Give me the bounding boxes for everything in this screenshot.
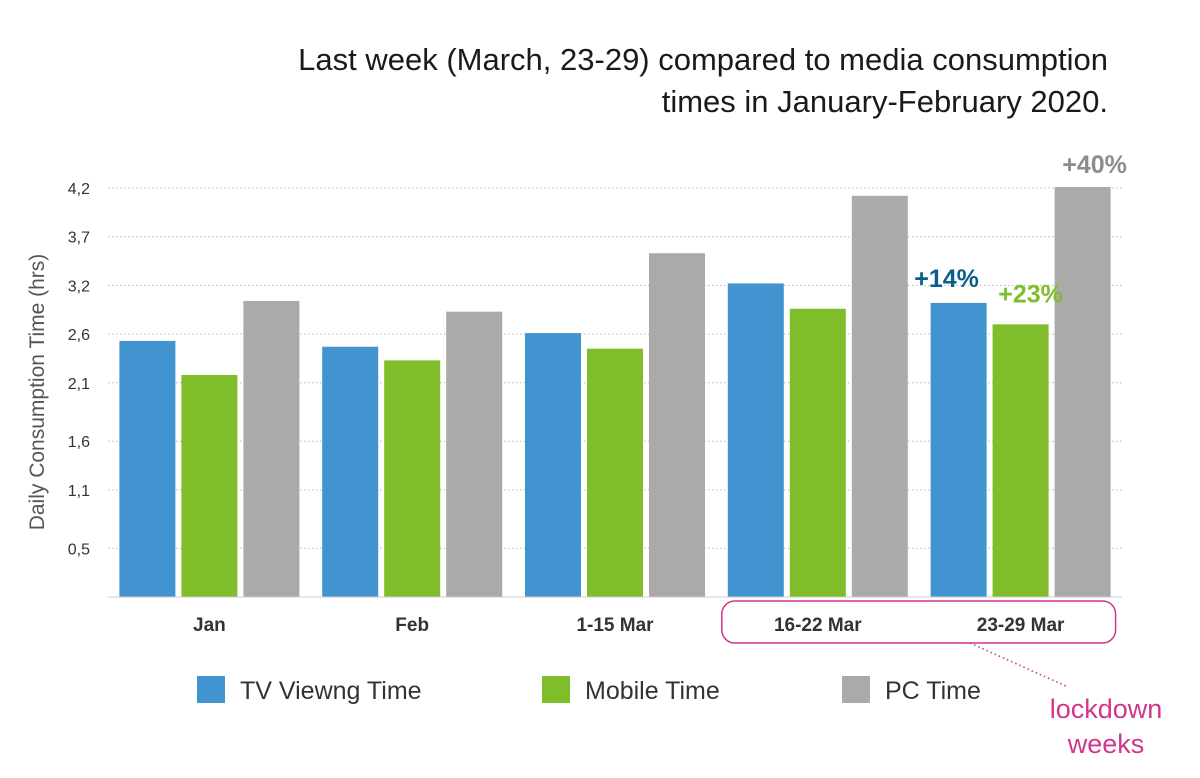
chart-title: Last week (March, 23-29) compared to med… [298, 42, 1108, 77]
data-label: +23% [998, 280, 1063, 308]
y-tick-label: 0,5 [68, 541, 90, 558]
y-tick-label: 1,6 [68, 434, 90, 451]
y-tick-label: 2,6 [68, 327, 90, 344]
bar [322, 346, 379, 597]
data-label: +14% [914, 265, 979, 293]
bar [789, 308, 846, 597]
y-tick-label: 1,1 [68, 483, 90, 500]
y-tick-label: 3,7 [68, 230, 90, 247]
bars [119, 187, 1111, 598]
x-tick-label: 16-22 Mar [774, 615, 862, 636]
highlight-box [721, 600, 1117, 644]
annotations: +14% +23% +40% [914, 151, 1127, 308]
bar [992, 324, 1049, 597]
highlight-label: lockdown [1050, 694, 1163, 724]
bar [181, 374, 238, 597]
legend-label: PC Time [885, 677, 981, 705]
legend-swatch [197, 676, 225, 703]
x-tick-label: 23-29 Mar [977, 615, 1065, 636]
y-axis: 4,2 3,7 3,2 2,6 2,1 1,6 1,1 0,5 [68, 181, 90, 558]
chart-title-line2: times in January-February 2020. [662, 84, 1108, 119]
legend-swatch [542, 676, 570, 703]
data-label: +40% [1062, 151, 1127, 179]
legend-label: TV Viewng Time [240, 677, 422, 705]
highlight-connector [969, 642, 1069, 688]
bar [384, 360, 441, 597]
bar [525, 333, 581, 597]
x-tick-label: Feb [395, 615, 429, 636]
legend-swatch [842, 676, 870, 703]
x-tick-label: Jan [193, 615, 226, 636]
legend: TV Viewng Time Mobile Time PC Time [197, 676, 981, 705]
bar [243, 300, 300, 597]
y-axis-label: Daily Consumption Time (hrs) [26, 254, 49, 531]
bar [851, 195, 908, 598]
legend-label: Mobile Time [585, 677, 720, 705]
y-tick-label: 2,1 [68, 376, 90, 393]
bar [649, 253, 705, 597]
y-tick-label: 3,2 [68, 278, 90, 295]
bar [446, 311, 503, 597]
bar [1054, 187, 1111, 597]
bar [587, 348, 643, 597]
lockdown-highlight: lockdown weeks [721, 600, 1163, 759]
x-tick-label: 1-15 Mar [576, 615, 654, 636]
x-axis: Jan Feb 1-15 Mar 16-22 Mar 23-29 Mar [193, 615, 1065, 636]
bar [119, 340, 176, 597]
y-tick-label: 4,2 [68, 181, 90, 198]
highlight-label-line2: weeks [1067, 729, 1145, 759]
bar [727, 283, 784, 597]
bar [930, 302, 987, 597]
